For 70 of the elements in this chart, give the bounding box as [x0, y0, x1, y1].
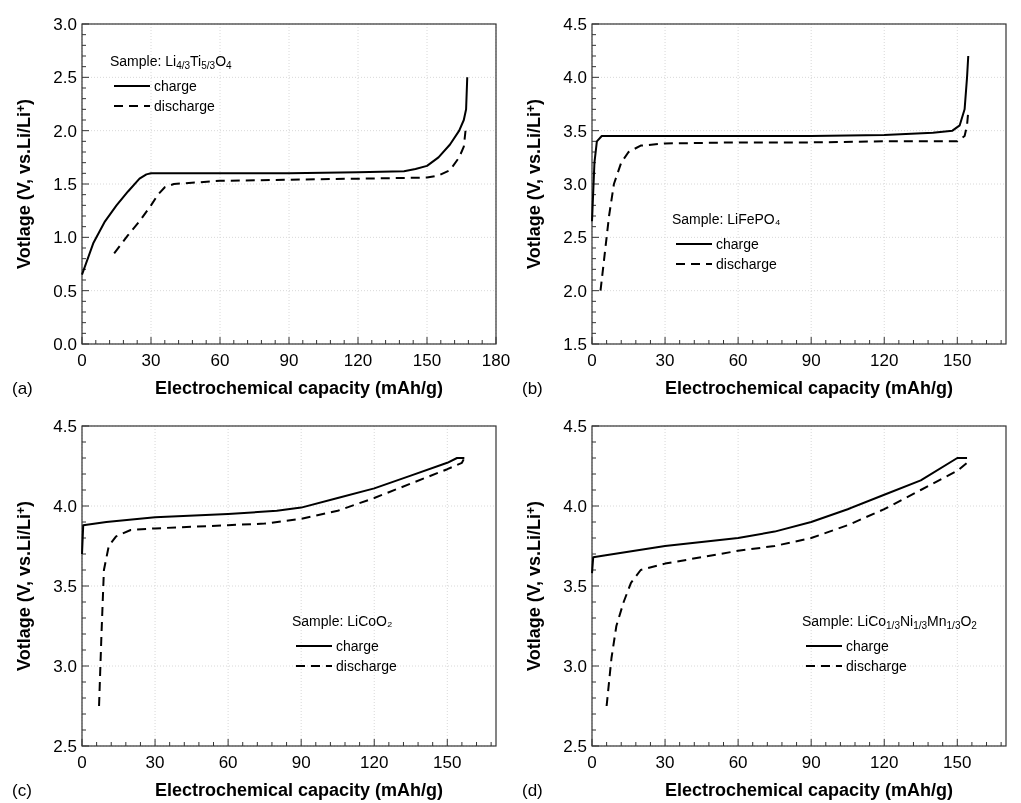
y-tick-label: 3.0: [53, 657, 77, 676]
x-tick-label: 150: [943, 753, 972, 772]
y-tick-label: 1.5: [53, 175, 77, 194]
legend-label: charge: [336, 638, 380, 654]
y-tick-label: 2.5: [53, 68, 77, 88]
x-tick-label: 0: [77, 351, 87, 370]
x-tick-label: 120: [870, 753, 899, 772]
legend-label: charge: [154, 78, 198, 94]
x-tick-label: 30: [655, 351, 675, 370]
text: (b): [522, 379, 543, 398]
y-tick-label: 3.0: [53, 15, 77, 34]
y-tick-label: 4.5: [563, 417, 587, 436]
x-tick-label: 60: [728, 351, 748, 370]
line-series: [81, 76, 469, 276]
y-tick-label: 1.0: [53, 228, 77, 248]
x-tick-label: 90: [801, 753, 821, 772]
legend-label: charge: [846, 638, 890, 654]
text: (c): [12, 781, 32, 800]
x-tick-label: 120: [343, 351, 373, 370]
y-tick-label: 4.5: [53, 417, 77, 436]
legend-label: discharge: [716, 256, 777, 272]
legend-label: discharge: [846, 658, 907, 674]
x-axis-title: Electrochemical capacity (mAh/g): [664, 780, 954, 800]
x-tick-label: 0: [77, 753, 87, 772]
x-axis-title: Electrochemical capacity (mAh/g): [154, 378, 444, 398]
y-tick-label: 2.0: [563, 281, 587, 301]
y-tick-label: 3.0: [563, 175, 587, 194]
x-tick-label: 30: [141, 351, 161, 370]
legend-label: discharge: [154, 98, 215, 114]
x-tick-label: 120: [360, 753, 389, 772]
x-axis-title: Electrochemical capacity (mAh/g): [664, 378, 954, 398]
x-tick-label: 30: [145, 753, 165, 772]
x-tick-label: 0: [587, 753, 597, 772]
x-tick-label: 60: [218, 753, 238, 772]
x-tick-label: 90: [801, 351, 821, 370]
x-tick-label: 150: [412, 351, 442, 370]
x-tick-label: 120: [870, 351, 899, 370]
y-tick-label: 2.5: [563, 228, 587, 248]
y-tick-label: 0.5: [53, 281, 77, 301]
legend-label: discharge: [336, 658, 397, 674]
x-tick-label: 30: [655, 753, 675, 772]
legend-title: Sample: LiCo$_{1/3}$Ni$_{1/3}$Mn$_{1/3}$O$_{2}$: [802, 613, 978, 631]
y-tick-label: 2.5: [563, 737, 587, 756]
y-tick-label: 0.0: [53, 335, 77, 354]
text: (d): [522, 781, 543, 800]
y-tick-label: 4.5: [563, 15, 587, 34]
legend-title: Sample: LiCoO₂: [292, 613, 393, 629]
y-tick-label: 4.0: [53, 497, 77, 516]
y-tick-label: 4.0: [563, 68, 587, 88]
y-tick-label: 2.5: [53, 737, 77, 756]
y-tick-label: 2.0: [53, 121, 77, 141]
x-tick-label: 60: [210, 351, 230, 370]
legend-title: Sample: LiFePO₄: [672, 211, 781, 227]
y-tick-label: 3.5: [563, 121, 587, 141]
x-tick-label: 60: [728, 753, 748, 772]
legend-label: charge: [716, 236, 760, 252]
text: (a): [12, 379, 33, 398]
y-tick-label: 3.5: [563, 577, 587, 596]
x-tick-label: 180: [481, 351, 511, 370]
y-tick-label: 3.5: [53, 577, 77, 596]
y-tick-label: 4.0: [563, 497, 587, 516]
x-tick-label: 150: [433, 753, 462, 772]
x-tick-label: 90: [279, 351, 299, 370]
y-tick-label: 3.0: [563, 657, 587, 676]
legend-title: Sample: Li$_{4/3}$Ti$_{5/3}$O$_{4}$: [110, 53, 233, 71]
x-tick-label: 90: [291, 753, 311, 772]
y-tick-label: 1.5: [563, 335, 587, 354]
x-axis-title: Electrochemical capacity (mAh/g): [154, 780, 444, 800]
x-tick-label: 150: [943, 351, 972, 370]
x-tick-label: 0: [587, 351, 597, 370]
